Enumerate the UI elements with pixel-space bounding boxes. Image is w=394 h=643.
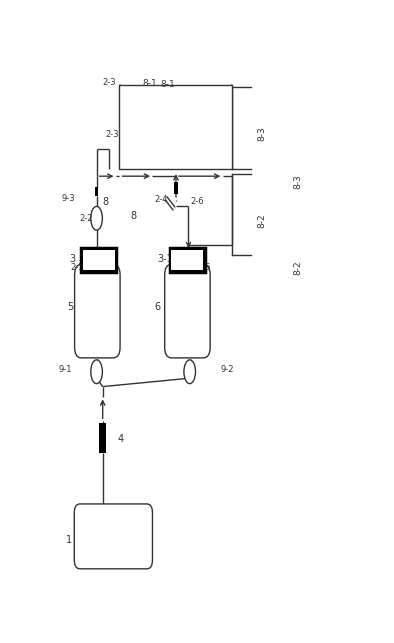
FancyBboxPatch shape: [74, 264, 120, 358]
Text: 2-5: 2-5: [197, 263, 211, 272]
Bar: [119, 85, 232, 168]
Bar: [81, 248, 117, 272]
Text: 2-2: 2-2: [79, 213, 93, 222]
Text: 8: 8: [103, 197, 109, 207]
Bar: [83, 250, 115, 270]
Text: 8-1: 8-1: [161, 80, 175, 89]
Text: 8: 8: [130, 211, 136, 221]
Text: 9-2: 9-2: [220, 365, 234, 374]
Bar: [171, 250, 203, 270]
Text: 1: 1: [66, 535, 72, 545]
FancyBboxPatch shape: [165, 264, 210, 358]
Text: 8-2: 8-2: [294, 260, 303, 275]
Text: 9-3: 9-3: [61, 194, 75, 203]
Ellipse shape: [91, 360, 102, 384]
Text: 2-6: 2-6: [190, 197, 204, 206]
Text: 3: 3: [69, 255, 75, 264]
Text: 6: 6: [154, 302, 161, 312]
Text: 9-1: 9-1: [58, 365, 72, 374]
Ellipse shape: [184, 360, 195, 384]
Text: 8-3: 8-3: [257, 127, 266, 141]
Bar: [173, 181, 178, 194]
Text: 8-2: 8-2: [257, 213, 266, 228]
Text: 2-3: 2-3: [106, 130, 119, 139]
FancyBboxPatch shape: [74, 504, 152, 569]
Ellipse shape: [91, 206, 102, 230]
Text: 4: 4: [118, 433, 124, 444]
Text: 3-1: 3-1: [158, 255, 173, 264]
Text: 8-3: 8-3: [294, 174, 303, 188]
Text: 8-1: 8-1: [142, 78, 157, 87]
Bar: [170, 248, 205, 272]
Text: 2-4: 2-4: [154, 195, 168, 204]
Text: 2-3: 2-3: [103, 78, 116, 87]
Bar: [95, 187, 98, 196]
Bar: [99, 422, 106, 453]
Text: 5: 5: [68, 302, 74, 312]
Text: 2-1: 2-1: [70, 263, 84, 272]
